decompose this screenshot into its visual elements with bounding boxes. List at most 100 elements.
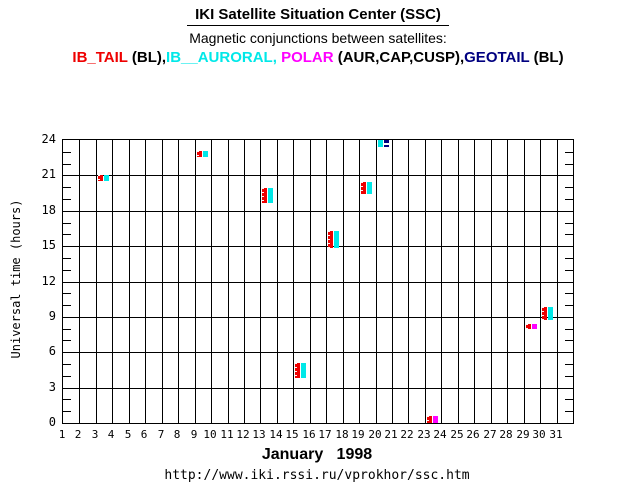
x-tick-label: 25 xyxy=(450,428,464,441)
day-gridline xyxy=(491,140,492,423)
x-tick-label: 28 xyxy=(499,428,513,441)
minor-tick-left xyxy=(63,399,71,400)
minor-tick-right xyxy=(565,305,573,306)
x-tick-label: 23 xyxy=(417,428,431,441)
minor-tick-left xyxy=(63,411,71,412)
day-gridline xyxy=(507,140,508,423)
minor-tick-left xyxy=(63,152,71,153)
x-tick-label: 27 xyxy=(483,428,497,441)
x-tick-label: 20 xyxy=(368,428,382,441)
y-tick-label: 15 xyxy=(41,238,56,252)
conjunction-bar-ib_tail xyxy=(542,307,547,320)
conjunction-bar-ib_tail xyxy=(295,363,300,378)
minor-tick-left xyxy=(63,364,71,365)
minor-tick-left xyxy=(63,270,71,271)
day-gridline xyxy=(244,140,245,423)
legend-segment: POLAR xyxy=(281,49,334,66)
x-tick-label: 14 xyxy=(269,428,283,441)
x-tick-label: 19 xyxy=(351,428,365,441)
source-url: http://www.iki.rssi.ru/vprokhor/ssc.htm xyxy=(164,468,470,483)
day-gridline xyxy=(376,140,377,423)
conjunction-bar-ib_tail xyxy=(427,416,432,423)
minor-tick-left xyxy=(63,187,71,188)
day-gridline xyxy=(524,140,525,423)
legend-segment: IB_TAIL xyxy=(72,49,128,66)
hour-gridline xyxy=(63,388,573,389)
x-tick-label: 10 xyxy=(203,428,217,441)
y-tick-label: 21 xyxy=(41,167,56,181)
day-gridline xyxy=(112,140,113,423)
minor-tick-right xyxy=(565,223,573,224)
minor-tick-right xyxy=(565,399,573,400)
minor-tick-left xyxy=(63,340,71,341)
day-gridline xyxy=(458,140,459,423)
minor-tick-left xyxy=(63,376,71,377)
minor-tick-right xyxy=(565,376,573,377)
day-gridline xyxy=(260,140,261,423)
day-gridline xyxy=(129,140,130,423)
minor-tick-left xyxy=(63,199,71,200)
conjunction-bar-ib_tail xyxy=(526,324,531,329)
conjunction-bar-ib__auroral xyxy=(104,175,109,181)
legend-segment: GEOTAIL xyxy=(464,49,530,66)
day-gridline xyxy=(277,140,278,423)
legend-segment: IB__AURORAL, xyxy=(166,49,277,66)
x-tick-label: 31 xyxy=(549,428,563,441)
x-tick-label: 5 xyxy=(124,428,132,441)
hour-gridline xyxy=(63,317,573,318)
x-tick-label: 30 xyxy=(532,428,546,441)
x-tick-label: 29 xyxy=(516,428,530,441)
day-gridline xyxy=(425,140,426,423)
legend-segment: (AUR,CAP,CUSP), xyxy=(333,49,465,66)
minor-tick-left xyxy=(63,293,71,294)
day-gridline xyxy=(392,140,393,423)
day-gridline xyxy=(96,140,97,423)
x-tick-label: 11 xyxy=(220,428,234,441)
hour-gridline xyxy=(63,211,573,212)
minor-tick-right xyxy=(565,411,573,412)
minor-tick-right xyxy=(565,199,573,200)
x-tick-label: 12 xyxy=(236,428,250,441)
minor-tick-left xyxy=(63,329,71,330)
x-tick-label: 8 xyxy=(173,428,181,441)
x-tick-label: 7 xyxy=(157,428,165,441)
x-tick-label: 21 xyxy=(384,428,398,441)
day-gridline xyxy=(441,140,442,423)
conjunction-bar-geotail xyxy=(384,140,389,147)
x-tick-label: 6 xyxy=(140,428,148,441)
page-title: IKI Satellite Situation Center (SSC) xyxy=(187,6,449,26)
conjunction-bar-ib__auroral xyxy=(378,140,383,147)
minor-tick-right xyxy=(565,364,573,365)
conjunction-bar-ib__auroral xyxy=(334,231,339,248)
x-tick-label: 18 xyxy=(335,428,349,441)
day-gridline xyxy=(228,140,229,423)
hour-gridline xyxy=(63,282,573,283)
conjunction-bar-ib__auroral xyxy=(301,363,306,378)
day-gridline xyxy=(557,140,558,423)
minor-tick-right xyxy=(565,234,573,235)
x-tick-label: 16 xyxy=(302,428,316,441)
conjunction-bar-ib_tail xyxy=(328,231,333,248)
minor-tick-right xyxy=(565,329,573,330)
minor-tick-right xyxy=(565,293,573,294)
conjunction-bar-ib__auroral xyxy=(268,188,273,203)
day-gridline xyxy=(178,140,179,423)
y-tick-label: 18 xyxy=(41,203,56,217)
chart-subtitle: Magnetic conjunctions between satellites… xyxy=(189,30,447,46)
day-gridline xyxy=(211,140,212,423)
minor-tick-left xyxy=(63,234,71,235)
day-gridline xyxy=(359,140,360,423)
hour-gridline xyxy=(63,246,573,247)
conjunction-bar-ib__auroral xyxy=(367,182,372,194)
x-tick-label: 4 xyxy=(107,428,115,441)
day-gridline xyxy=(310,140,311,423)
x-tick-label: 26 xyxy=(466,428,480,441)
x-axis-label: January 1998 xyxy=(261,446,373,463)
day-gridline xyxy=(195,140,196,423)
x-tick-label: 17 xyxy=(318,428,332,441)
conjunction-bar-ib__auroral xyxy=(203,151,208,157)
y-axis-label: Universal time (hours) xyxy=(9,199,23,359)
day-gridline xyxy=(474,140,475,423)
day-gridline xyxy=(408,140,409,423)
